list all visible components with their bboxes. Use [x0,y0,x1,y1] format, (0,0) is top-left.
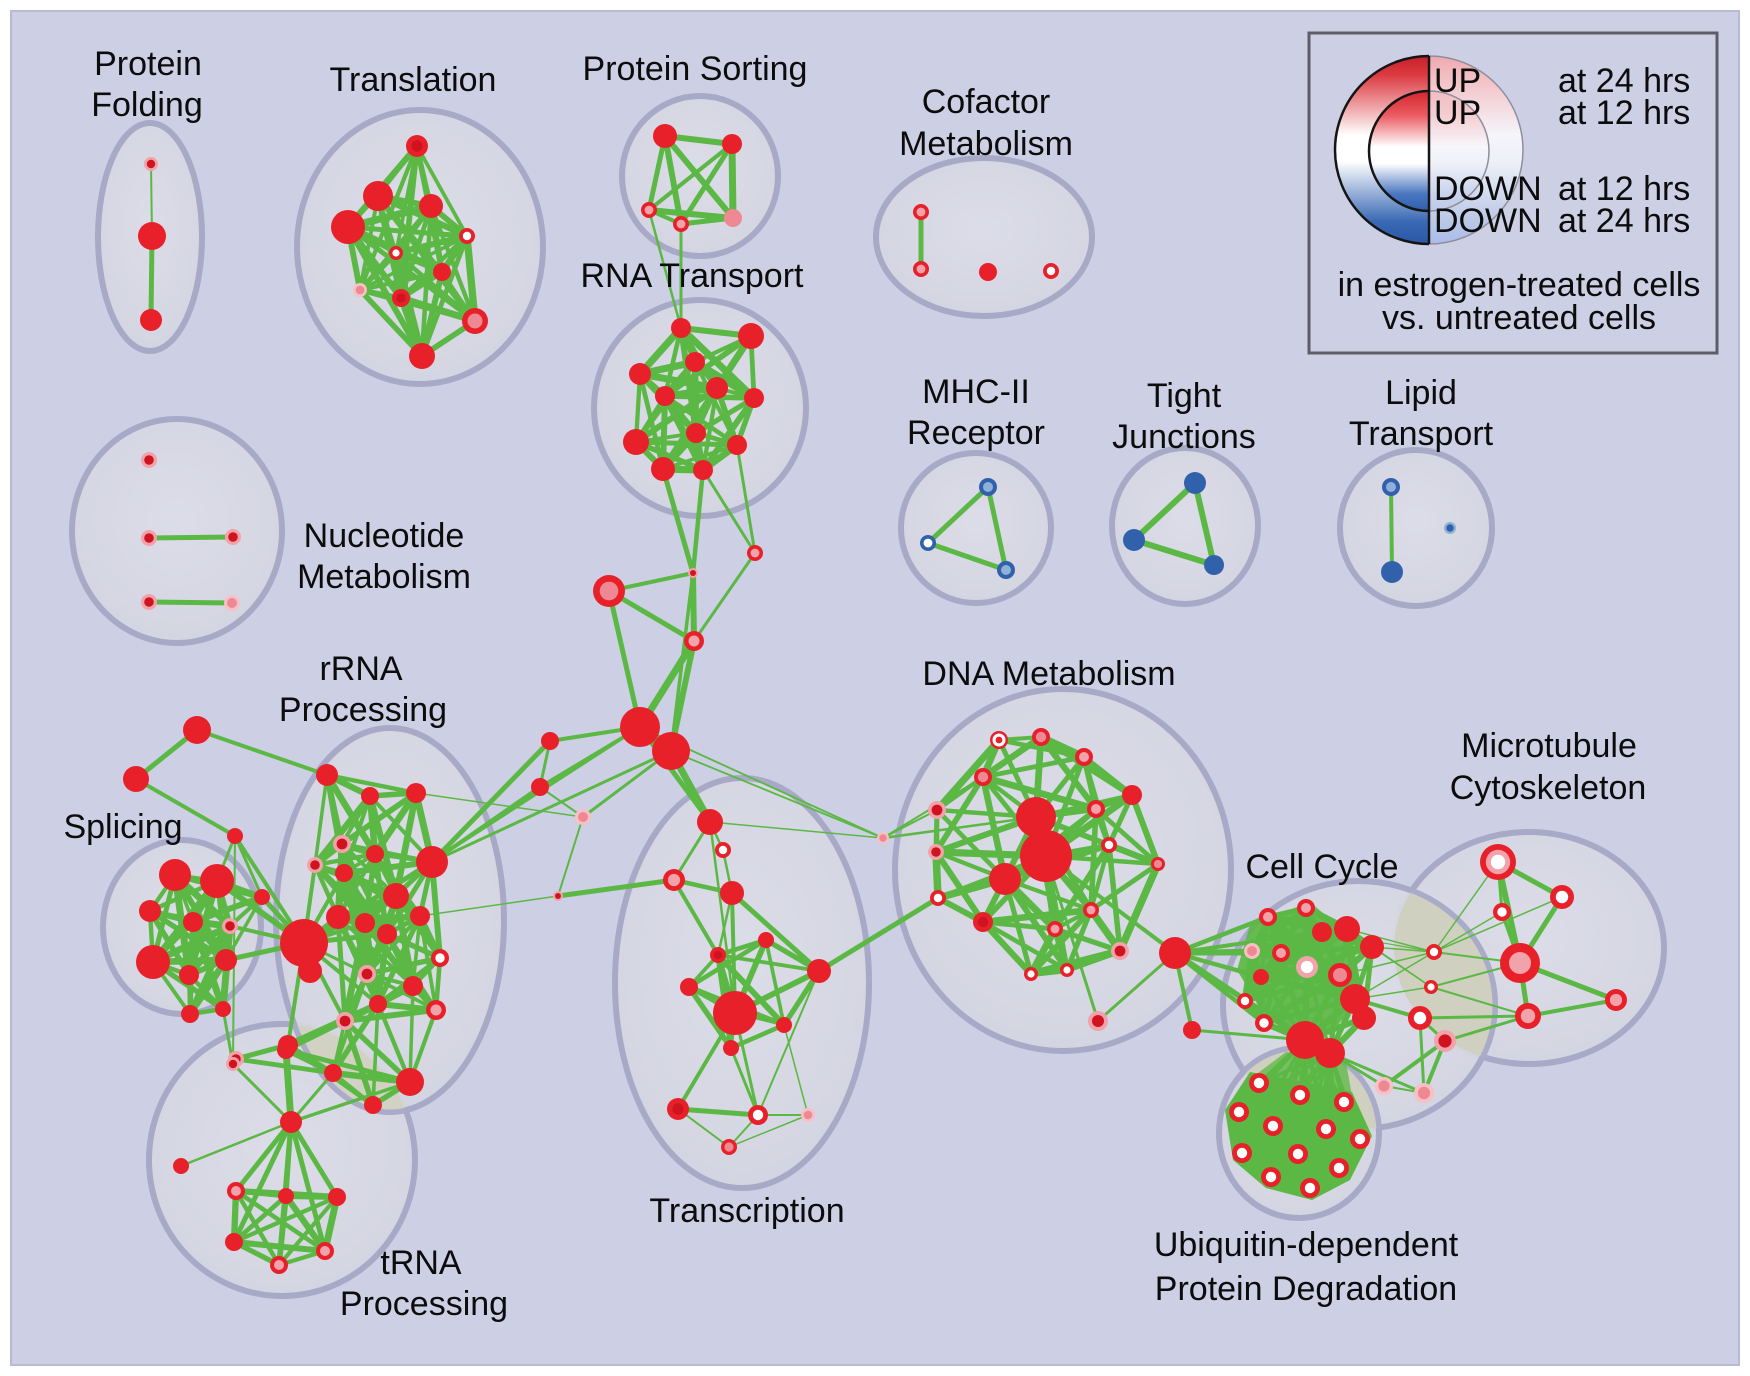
svg-text:UP: UP [1434,94,1481,132]
svg-text:Protein: Protein [94,45,202,83]
svg-text:DOWN: DOWN [1434,202,1542,240]
svg-text:Transcription: Transcription [649,1192,844,1230]
svg-text:Cofactor: Cofactor [922,83,1051,121]
svg-text:RNA Transport: RNA Transport [581,257,805,295]
svg-text:Metabolism: Metabolism [297,558,471,596]
svg-text:Lipid: Lipid [1385,374,1457,412]
svg-text:Protein Degradation: Protein Degradation [1155,1270,1457,1308]
svg-text:Transport: Transport [1349,415,1494,453]
svg-text:Tight: Tight [1147,377,1222,415]
svg-text:Nucleotide: Nucleotide [304,517,465,555]
svg-text:tRNA: tRNA [380,1244,462,1282]
svg-text:DOWN: DOWN [1434,170,1542,208]
svg-text:vs. untreated cells: vs. untreated cells [1382,299,1656,337]
svg-text:at 24 hrs: at 24 hrs [1558,62,1690,100]
svg-text:Processing: Processing [279,691,447,729]
svg-text:Cell Cycle: Cell Cycle [1245,848,1398,886]
svg-text:Metabolism: Metabolism [899,125,1073,163]
svg-text:at 24 hrs: at 24 hrs [1558,202,1690,240]
svg-text:Splicing: Splicing [63,808,182,846]
svg-text:Ubiquitin-dependent: Ubiquitin-dependent [1154,1226,1459,1264]
svg-text:UP: UP [1434,62,1481,100]
svg-text:at 12 hrs: at 12 hrs [1558,170,1690,208]
svg-text:DNA Metabolism: DNA Metabolism [922,655,1175,693]
svg-text:at 12 hrs: at 12 hrs [1558,94,1690,132]
svg-text:rRNA: rRNA [319,650,402,688]
svg-text:Receptor: Receptor [907,414,1045,452]
svg-text:Junctions: Junctions [1112,418,1256,456]
svg-text:Folding: Folding [91,86,203,124]
svg-text:Processing: Processing [340,1285,508,1323]
svg-text:MHC-II: MHC-II [922,373,1030,411]
svg-text:Cytoskeleton: Cytoskeleton [1450,769,1647,807]
svg-text:Protein Sorting: Protein Sorting [583,50,808,88]
svg-text:Microtubule: Microtubule [1461,727,1637,765]
svg-text:Translation: Translation [330,61,497,99]
svg-text:in estrogen-treated cells: in estrogen-treated cells [1338,266,1701,304]
